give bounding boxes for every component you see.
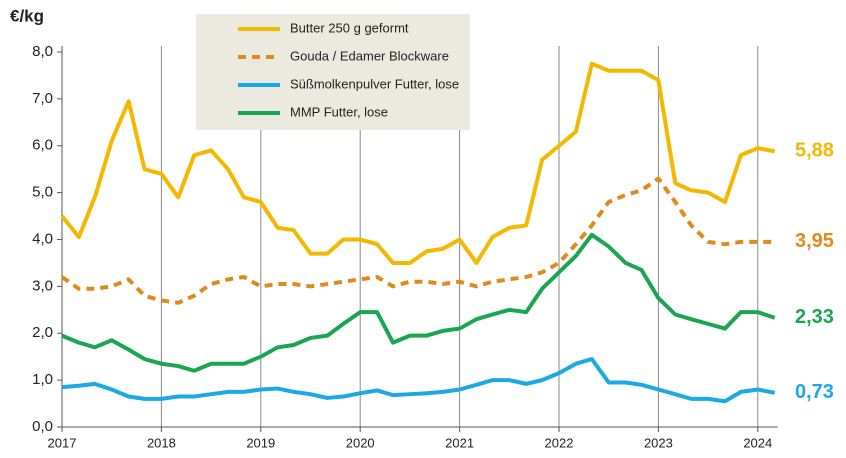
series-line [61,232,776,373]
series-line [60,176,775,305]
x-tick-label: 2024 [743,435,772,450]
series-line [61,357,776,404]
x-tick-label: 2022 [545,435,574,450]
y-tick-label: 7,0 [32,90,53,107]
x-tick-label: 2018 [147,435,176,450]
y-tick-label: 6,0 [32,137,53,154]
y-tick-label: 8,0 [32,43,53,60]
legend-label: MMP Futter, lose [290,104,388,119]
x-tick-label: 2021 [445,435,474,450]
x-tick-label: 2020 [346,435,375,450]
end-label: 0,73 [795,381,834,403]
legend-box [196,14,470,130]
x-tick-label: 2019 [246,435,275,450]
y-tick-label: 5,0 [32,184,53,201]
y-tick-label: 4,0 [32,230,53,247]
y-tick-label: 0,0 [32,418,53,435]
x-tick-label: 2017 [48,435,77,450]
end-label: 5,88 [795,140,834,162]
series-line [60,61,776,265]
end-label: 3,95 [795,230,834,252]
x-tick-label: 2023 [644,435,673,450]
y-axis-label: €/kg [10,6,44,25]
y-tick-label: 3,0 [32,277,53,294]
y-tick-label: 2,0 [32,324,53,341]
end-label: 2,33 [795,306,834,328]
legend-label: Butter 250 g geformt [290,20,409,35]
y-tick-label: 1,0 [32,371,53,388]
legend-label: Gouda / Edamer Blockware [290,48,449,63]
legend-label: Süßmolkenpulver Futter, lose [290,76,459,91]
